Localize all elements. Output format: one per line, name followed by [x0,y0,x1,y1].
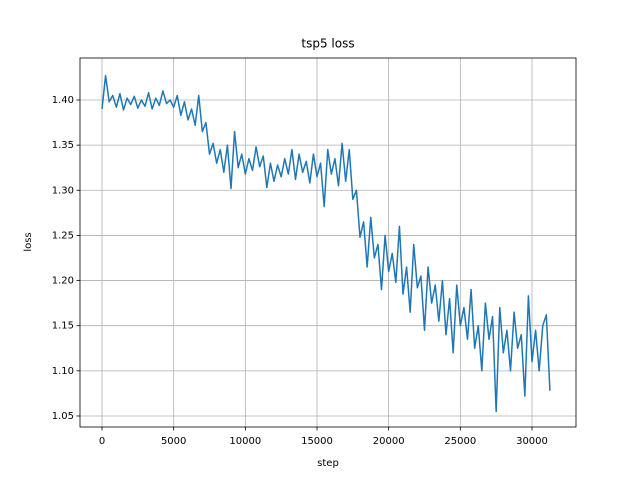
y-tick-label: 1.20 [52,276,74,287]
x-tick-label: 25000 [444,436,476,447]
x-tick-label: 30000 [516,436,548,447]
x-tick-label: 10000 [229,436,261,447]
y-tick-label: 1.15 [52,321,74,332]
chart-title: tsp5 loss [301,37,354,51]
x-axis-label: step [317,458,339,469]
data-line [101,74,551,413]
y-tick-label: 1.10 [52,366,74,377]
y-axis-label: loss [23,232,34,251]
y-tick-label: 1.35 [52,140,74,151]
y-tick-label: 1.05 [52,411,74,422]
x-tick-label: 15000 [301,436,333,447]
grid [80,58,576,427]
y-tick-label: 1.25 [52,230,74,241]
y-tick-label: 1.30 [52,185,74,196]
x-tick-label: 0 [99,436,105,447]
x-tick-label: 5000 [161,436,186,447]
y-tick-label: 1.40 [52,95,74,106]
x-tick-label: 20000 [373,436,405,447]
plot [101,74,551,413]
axes-frame [79,57,577,428]
